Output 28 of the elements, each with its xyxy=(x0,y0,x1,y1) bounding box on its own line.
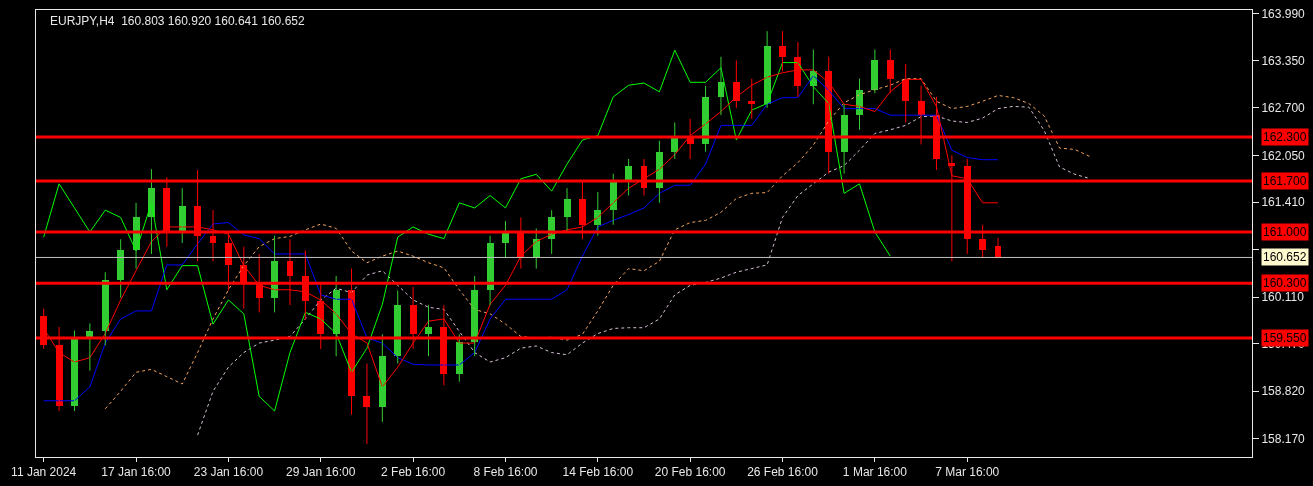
y-tick-label: 160.110 xyxy=(1261,290,1305,305)
x-tick-label: 14 Feb 16:00 xyxy=(562,465,634,480)
ref-line-label: 160.652 xyxy=(1263,250,1307,264)
y-tick-label: 158.170 xyxy=(1261,431,1306,446)
chart-title: EURJPY,H4 160.803 160.920 160.641 160.652 xyxy=(50,14,305,28)
line-series xyxy=(104,78,1091,410)
x-tick-label: 2 Feb 16:00 xyxy=(381,465,446,480)
x-tick-label: 23 Jan 16:00 xyxy=(193,465,264,480)
line-series xyxy=(43,49,891,412)
x-tick-label: 7 Mar 16:00 xyxy=(935,465,1000,480)
x-tick-label: 1 Mar 16:00 xyxy=(842,465,908,480)
y-tick-label: 162.700 xyxy=(1261,101,1306,116)
ref-line-label: 159.550 xyxy=(1263,331,1307,345)
x-tick-label: 20 Feb 16:00 xyxy=(654,465,726,480)
x-tick-label: 26 Feb 16:00 xyxy=(747,465,819,480)
y-tick-label: 163.990 xyxy=(1261,6,1306,21)
ref-line-label: 161.000 xyxy=(1263,225,1307,239)
x-tick-label: 8 Feb 16:00 xyxy=(473,465,538,480)
y-tick-label: 161.410 xyxy=(1261,195,1306,210)
x-tick-label: 17 Jan 16:00 xyxy=(101,465,172,480)
y-tick-label: 162.050 xyxy=(1261,148,1306,163)
x-tick-label: 11 Jan 2024 xyxy=(11,465,77,480)
y-tick-label: 163.350 xyxy=(1261,53,1306,68)
x-tick-label: 29 Jan 16:00 xyxy=(286,465,356,480)
ref-line-label: 160.300 xyxy=(1263,276,1307,290)
y-tick-label: 158.820 xyxy=(1261,384,1306,399)
ref-line-label: 161.700 xyxy=(1263,174,1307,188)
ref-line-label: 162.300 xyxy=(1263,130,1307,144)
